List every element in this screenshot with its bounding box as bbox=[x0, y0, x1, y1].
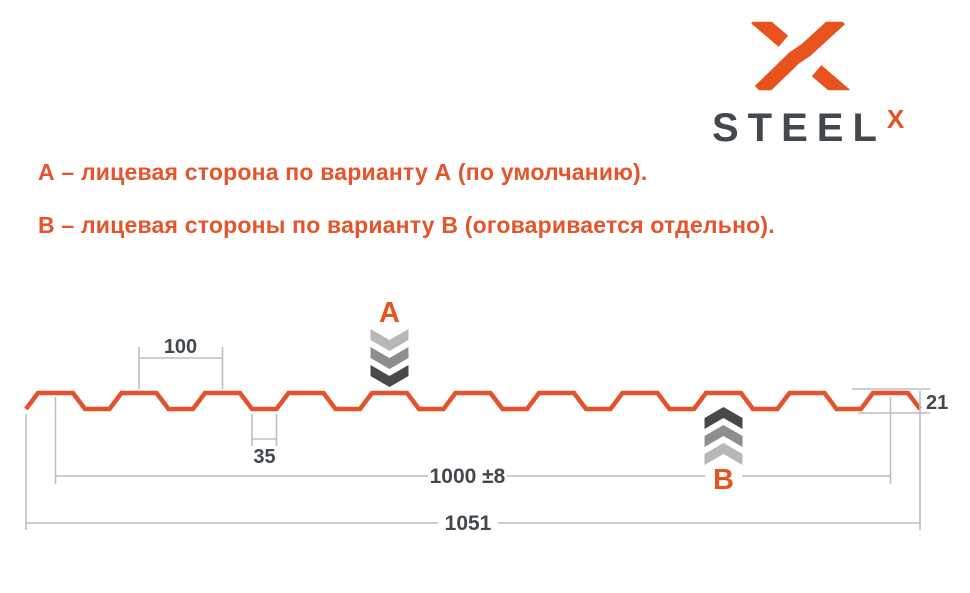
working-width-dimension: 1000 ±8 bbox=[54, 397, 892, 488]
note-variant-b: В – лицевая стороны по варианту В (огова… bbox=[38, 212, 775, 238]
note-variant-a: А – лицевая сторона по варианту А (по ум… bbox=[38, 159, 648, 185]
brand-wordmark: STEELX bbox=[712, 104, 904, 150]
height-dimension: 21 bbox=[852, 388, 948, 414]
logo-s-stroke bbox=[754, 21, 846, 91]
marker-a: A bbox=[370, 297, 409, 387]
brand-name: STEEL bbox=[712, 106, 886, 150]
steelx-logo-icon bbox=[751, 21, 850, 91]
overall-width-dimension: 1051 bbox=[25, 391, 921, 535]
working-width-dimension-label: 1000 ±8 bbox=[430, 465, 506, 488]
brand-sup-x: X bbox=[886, 104, 905, 134]
pitch-dimension-label: 100 bbox=[164, 336, 197, 358]
marker-a-label: A bbox=[379, 297, 400, 329]
sheet-profile-outline bbox=[24, 390, 922, 412]
pitch-dimension: 100 bbox=[138, 336, 224, 389]
height-dimension-label: 21 bbox=[926, 392, 948, 414]
valley-dimension: 35 bbox=[251, 414, 278, 468]
logo-top-left-arm bbox=[751, 21, 789, 47]
valley-dimension-label: 35 bbox=[253, 446, 275, 468]
marker-b: B bbox=[704, 407, 743, 496]
logo-bottom-right-arm bbox=[811, 65, 850, 91]
overall-width-dimension-label: 1051 bbox=[445, 512, 492, 535]
chevron-down-icon bbox=[370, 329, 409, 387]
marker-b-label: B bbox=[713, 464, 734, 496]
chevron-up-icon bbox=[704, 407, 743, 465]
